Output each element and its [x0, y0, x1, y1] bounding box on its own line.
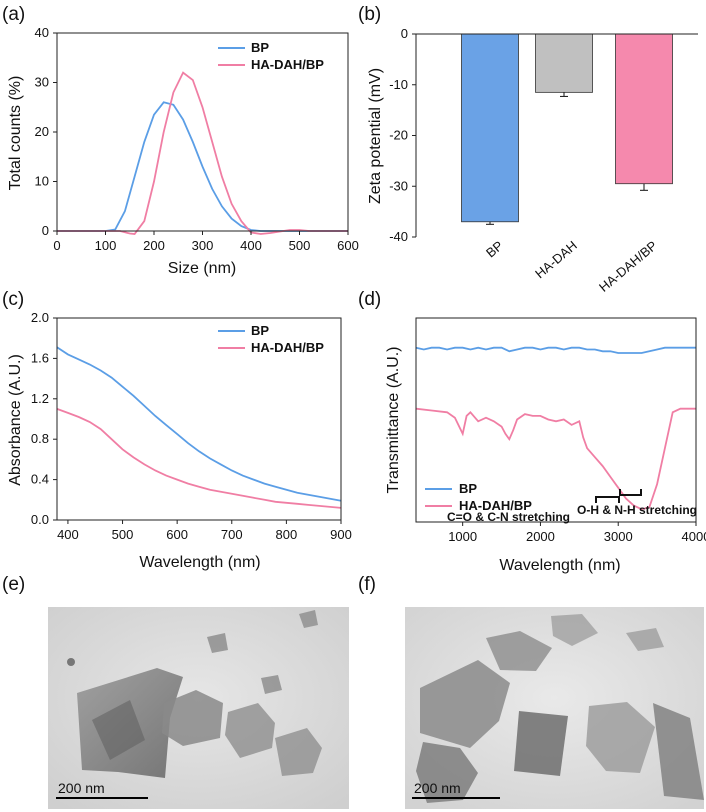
xtick-label-a-5: 500: [289, 238, 311, 253]
chart-b-ylabel: Zeta potential (mV): [367, 68, 384, 204]
tem-e-flake-6: [207, 633, 228, 653]
chart-d-ylabel: Transmittance (A.U.): [385, 347, 402, 494]
series-c-bp: [56, 346, 342, 502]
tem-e-particle: [67, 658, 75, 666]
series-a-ha-dah-bp: [57, 71, 348, 235]
tem-image-f: 200 nm: [405, 607, 704, 809]
ytick-label-a-1: 10: [35, 174, 49, 189]
legend-c-hadahbp: HA-DAH/BP: [251, 340, 324, 355]
legend-c-bp: BP: [251, 323, 269, 338]
annotation-oh-nh: O-H & N-H stretching: [577, 503, 697, 517]
tem-f-flake-top-2: [551, 614, 598, 646]
ytick-label-b-1: -10: [389, 77, 408, 92]
annotation-co-cn: C=O & C-N stretching: [447, 510, 570, 524]
chart-a-ylabel: Total counts (%): [7, 76, 24, 191]
ytick-label-b-4: -40: [389, 229, 408, 244]
tem-e-flake-5: [261, 675, 282, 694]
ytick-label-c-3: 1.2: [31, 391, 49, 406]
panel-label-d: (d): [358, 289, 381, 310]
legend-a-bp: BP: [251, 40, 269, 55]
legend-d-hadahbp: HA-DAH/BP: [459, 498, 532, 513]
bar-ha-dah: [535, 33, 593, 93]
xtick-label-b-1: HA-DAH: [532, 238, 580, 282]
xtick-label-c-3: 700: [221, 527, 243, 542]
xtick-label-d-3: 4000: [682, 529, 706, 544]
panel-label-b: (b): [358, 4, 381, 25]
xtick-label-c-0: 400: [57, 527, 79, 542]
xtick-label-d-0: 1000: [448, 529, 477, 544]
tem-e-flake-3: [225, 703, 275, 758]
tem-e-flake-2: [162, 690, 223, 746]
scale-label-f: 200 nm: [414, 780, 461, 796]
ytick-label-b-0: 0: [401, 26, 408, 41]
legend-d-bp: BP: [459, 481, 477, 496]
xtick-label-b-2: HA-DAH/BP: [596, 238, 660, 295]
xtick-label-c-4: 800: [276, 527, 298, 542]
xtick-label-c-2: 600: [166, 527, 188, 542]
panel-label-f: (f): [358, 574, 376, 595]
chart-d-ftir: 1000 2000 3000 4000 Wavelength (nm) Transmi…: [385, 317, 706, 574]
ytick-label-a-0: 0: [42, 223, 49, 238]
bar-bp: [461, 33, 519, 223]
ytick-label-b-3: -30: [389, 178, 408, 193]
tem-image-e: 200 nm: [48, 607, 349, 809]
tem-f-flake-right: [653, 703, 704, 800]
panel-label-a: (a): [2, 4, 25, 25]
ytick-label-a-3: 30: [35, 75, 49, 90]
xtick-label-a-0: 0: [53, 238, 60, 253]
panel-label-e: (e): [2, 574, 25, 595]
chart-c-absorbance: 400 500 600 700 800 900 0.0 0.4 0.8 1.2 1.6 2.0 Wav…: [7, 310, 352, 571]
tem-e-flake-shadow: [92, 700, 145, 760]
chart-c-ylabel: Absorbance (A.U.): [7, 354, 24, 486]
ytick-label-c-4: 1.6: [31, 350, 49, 365]
chart-a-xlabel: Size (nm): [168, 260, 236, 277]
tem-e-flake-4: [275, 728, 322, 776]
xtick-label-a-1: 100: [95, 238, 117, 253]
ytick-label-c-2: 0.8: [31, 431, 49, 446]
xtick-label-c-5: 900: [330, 527, 352, 542]
tem-f-flake-large: [420, 660, 510, 748]
xtick-label-a-3: 300: [192, 238, 214, 253]
series-c-ha-dah-bp: [56, 408, 342, 509]
series-a-bp: [57, 101, 348, 232]
chart-b-zeta-potential: 0 -10 -20 -30 -40 BP HA-DAH HA-DAH/BP Zeta pote…: [367, 26, 698, 295]
xtick-label-b-0: BP: [483, 238, 506, 261]
ytick-label-c-0: 0.0: [31, 512, 49, 527]
bracket-co-cn: [595, 496, 620, 503]
panel-label-c: (c): [2, 289, 24, 310]
chart-c-frame: [56, 317, 342, 521]
ytick-label-c-1: 0.4: [31, 472, 49, 487]
legend-a-hadahbp: HA-DAH/BP: [251, 57, 324, 72]
tem-f-flake-center-right: [586, 702, 655, 773]
xtick-label-a-4: 400: [240, 238, 262, 253]
series-d-ha-dah-bp: [415, 407, 696, 511]
ytick-label-c-5: 2.0: [31, 310, 49, 325]
tem-f-flake-dark: [514, 711, 568, 776]
ytick-label-a-2: 20: [35, 124, 49, 139]
chart-c-xlabel: Wavelength (nm): [139, 554, 260, 571]
xtick-label-d-1: 2000: [526, 529, 555, 544]
xtick-label-a-6: 600: [337, 238, 359, 253]
chart-a-size-distribution: 0 100 200 300 400 500 600 0 10 20 30 40 Size (nm) T…: [7, 25, 359, 277]
ytick-label-b-2: -20: [389, 128, 408, 143]
tem-f-flake-top: [486, 631, 552, 671]
bracket-oh-nh: [619, 489, 642, 496]
bar-ha-dah-bp: [615, 33, 673, 185]
xtick-label-a-2: 200: [143, 238, 165, 253]
xtick-label-c-1: 500: [112, 527, 134, 542]
ytick-label-a-4: 40: [35, 25, 49, 40]
scale-label-e: 200 nm: [58, 780, 105, 796]
tem-f-flake-bottom-left: [416, 742, 478, 803]
series-d-bp: [415, 346, 696, 354]
tem-e-flake-7: [299, 610, 318, 628]
chart-d-xlabel: Wavelength (nm): [499, 557, 620, 574]
chart-d-frame: [415, 317, 697, 523]
tem-f-flake-top-3: [626, 628, 664, 651]
xtick-label-d-2: 3000: [604, 529, 633, 544]
